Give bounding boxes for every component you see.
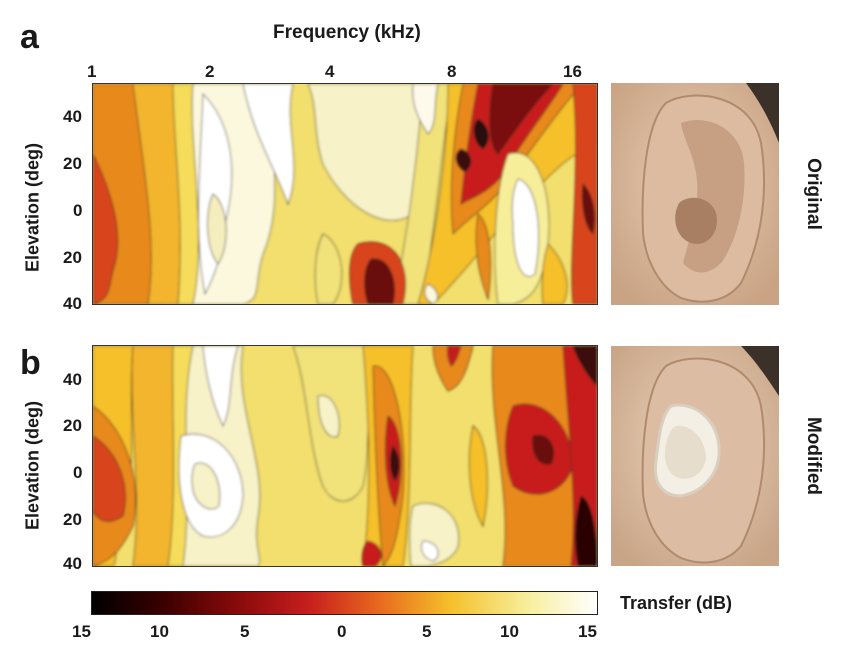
panel-b-y-tick: 40 xyxy=(63,554,82,573)
colorbar-tick: 5 xyxy=(240,622,250,641)
panel-b-y-title: Elevation (deg) xyxy=(22,401,43,531)
x-axis-title: Frequency (kHz) xyxy=(273,22,421,43)
panel-a-letter: a xyxy=(20,18,39,56)
colorbar-tick: 10 xyxy=(500,622,519,641)
colorbar xyxy=(91,591,598,615)
panel-b-y-tick: 0 xyxy=(73,463,83,482)
original-ear-photo xyxy=(611,83,779,305)
panel-a-y-tick: 40 xyxy=(63,294,82,313)
panel-a-y-tick: 20 xyxy=(63,248,82,267)
colorbar-tick: 0 xyxy=(337,622,347,641)
panel-b-letter: b xyxy=(20,344,41,382)
panel-a-y-title: Elevation (deg) xyxy=(22,143,43,273)
panel-b-y-tick: 40 xyxy=(63,370,82,389)
colorbar-tick: 15 xyxy=(578,622,597,641)
x-tick-2: 2 xyxy=(205,62,215,81)
panel-b-y-tick: 20 xyxy=(63,510,82,529)
panel-a-y-tick: 20 xyxy=(63,154,82,173)
colorbar-tick: 15 xyxy=(72,622,91,641)
panel-a-side-label: Original xyxy=(803,158,824,230)
panel-b-side-label: Modified xyxy=(803,416,824,496)
x-tick-16: 16 xyxy=(563,62,582,81)
colorbar-tick: 10 xyxy=(150,622,169,641)
colorbar-tick: 5 xyxy=(422,622,432,641)
x-tick-4: 4 xyxy=(325,62,335,81)
panel-a-y-tick: 0 xyxy=(73,201,83,220)
modified-ear-photo xyxy=(611,346,779,566)
panel-a-y-tick: 40 xyxy=(63,107,82,126)
x-tick-1: 1 xyxy=(87,62,97,81)
panel-b-y-tick: 20 xyxy=(63,416,82,435)
panel-a-contour-map xyxy=(92,83,598,305)
panel-b-contour-map xyxy=(92,345,598,567)
colorbar-title: Transfer (dB) xyxy=(620,593,733,613)
x-tick-8: 8 xyxy=(447,62,457,81)
